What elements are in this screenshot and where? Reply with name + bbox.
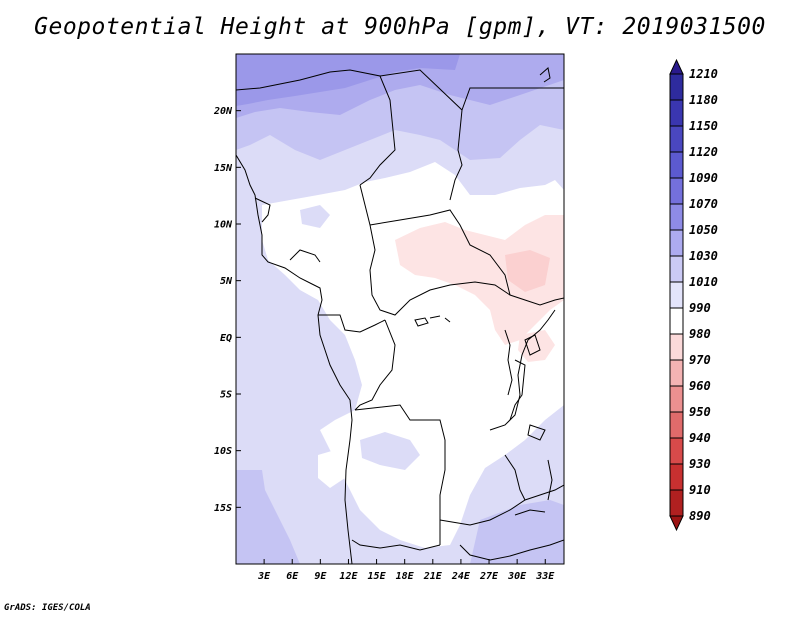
latitude-axis: 20N 15N 10N 5N EQ 5S 10S 15S: [213, 106, 241, 514]
colorbar-label: 1150: [689, 119, 718, 133]
colorbar-segment: [669, 359, 684, 387]
colorbar-label: 930: [689, 457, 711, 471]
map-frame: [235, 53, 565, 565]
colorbar-label: 940: [689, 431, 711, 445]
longitude-axis: 3E 6E 9E 12E 15E 18E 21E 24E 27E 30E 33E: [257, 559, 555, 582]
lon-label: 27E: [479, 571, 499, 582]
colorbar-segment: [669, 385, 684, 413]
lon-label: 24E: [451, 571, 471, 582]
colorbar-label: 1180: [689, 93, 718, 107]
colorbar-segment: [669, 255, 684, 283]
lon-label: 33E: [535, 571, 555, 582]
colorbar-segment: [669, 411, 684, 439]
colorbar-segment: [669, 177, 684, 205]
lon-label: 18E: [396, 571, 415, 582]
colorbar-segment: [669, 463, 684, 491]
lat-label: 5S: [220, 390, 232, 401]
colorbar-label: 1030: [689, 249, 718, 263]
lat-label: 10N: [214, 220, 233, 231]
colorbar-segment: [669, 73, 684, 101]
colorbar-segment: [669, 125, 684, 153]
lon-label: 3E: [257, 571, 271, 582]
lat-label: EQ: [220, 333, 232, 344]
colorbar-label: 1090: [689, 171, 718, 185]
lon-label: 12E: [339, 571, 358, 582]
grads-credit: GrADS: IGES/COLA: [4, 603, 91, 613]
contour-fill-layer: [236, 54, 564, 564]
colorbar-segment: [669, 489, 684, 517]
lat-label: 15N: [214, 163, 233, 174]
lat-label: 15S: [214, 503, 232, 514]
colorbar-segment: [669, 99, 684, 127]
colorbar-label: 1210: [689, 67, 718, 81]
map-title: Geopotential Height at 900hPa [gpm], VT:…: [34, 14, 766, 40]
lon-label: 30E: [507, 571, 527, 582]
lon-label: 9E: [314, 571, 327, 582]
boundaries-layer: [236, 67, 564, 564]
colorbar-segment: [669, 203, 684, 231]
lat-label: 10S: [214, 446, 232, 457]
colorbar: 1210 1180 1150 1120 1090 1070 1050 1030 1010 990 9…: [669, 58, 718, 532]
colorbar-segment: [669, 229, 684, 257]
colorbar-label: 890: [689, 509, 711, 523]
colorbar-min-arrow: [669, 515, 684, 532]
colorbar-label: 950: [689, 405, 711, 419]
colorbar-label: 970: [689, 353, 711, 367]
lat-label: 20N: [213, 106, 233, 117]
lon-label: 21E: [423, 571, 443, 582]
colorbar-segment: [669, 333, 684, 361]
lat-label: 5N: [220, 276, 233, 287]
colorbar-label: 1120: [689, 145, 718, 159]
colorbar-label: 1050: [689, 223, 718, 237]
colorbar-label: 980: [689, 327, 711, 341]
colorbar-segment: [669, 151, 684, 179]
colorbar-label: 990: [689, 301, 711, 315]
lon-label: 15E: [368, 571, 387, 582]
colorbar-label: 1070: [689, 197, 718, 211]
colorbar-segment: [669, 281, 684, 309]
colorbar-max-arrow: [669, 58, 684, 75]
colorbar-label: 910: [689, 483, 711, 497]
colorbar-label: 1010: [689, 275, 718, 289]
colorbar-segment: [669, 437, 684, 465]
colorbar-segment: [669, 307, 684, 335]
lon-label: 6E: [286, 571, 299, 582]
colorbar-label: 960: [689, 379, 711, 393]
